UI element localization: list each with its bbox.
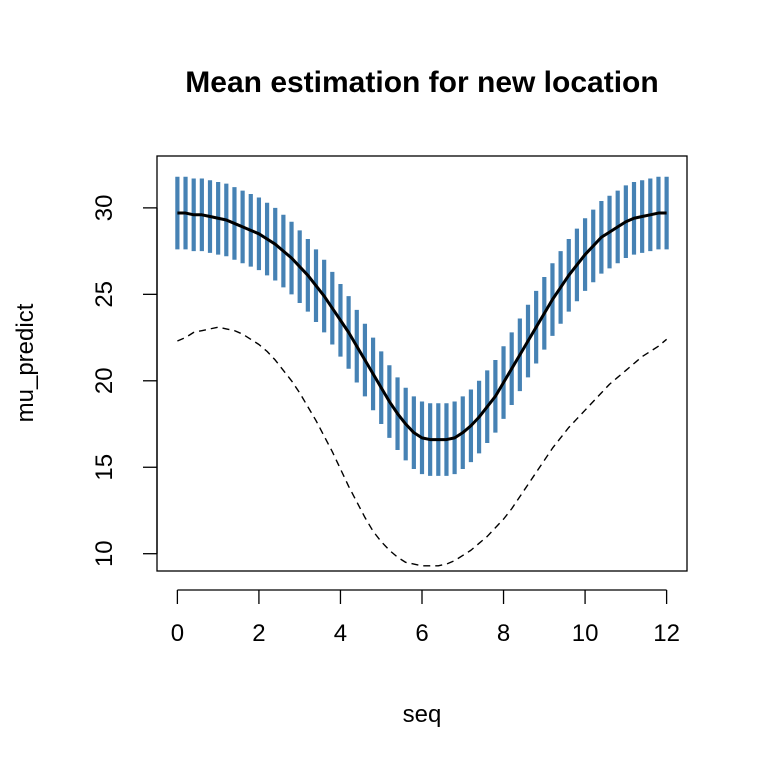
x-tick-label: 6 <box>415 620 428 647</box>
x-tick-label: 8 <box>497 620 510 647</box>
observed-dashed-line <box>177 326 668 567</box>
x-axis-label: seq <box>403 701 442 728</box>
interval-bars <box>175 176 669 476</box>
y-tick-label: 25 <box>91 281 118 308</box>
chart-title: Mean estimation for new location <box>185 66 658 99</box>
y-axis-label: mu_predict <box>12 303 39 422</box>
x-tick-label: 10 <box>572 620 599 647</box>
x-tick-label: 2 <box>252 620 265 647</box>
y-tick-label: 20 <box>91 367 118 394</box>
x-tick-label: 4 <box>334 620 347 647</box>
y-tick-label: 15 <box>91 454 118 481</box>
y-tick-label: 10 <box>91 540 118 567</box>
series-lines <box>177 211 668 567</box>
y-tick-label: 30 <box>91 195 118 222</box>
y-axis: 10 15 20 25 30 <box>91 195 158 567</box>
x-tick-label: 0 <box>171 620 184 647</box>
mean-line <box>177 211 667 442</box>
x-tick-label: 12 <box>653 620 680 647</box>
x-axis: 0 2 4 6 8 10 12 <box>171 589 680 647</box>
